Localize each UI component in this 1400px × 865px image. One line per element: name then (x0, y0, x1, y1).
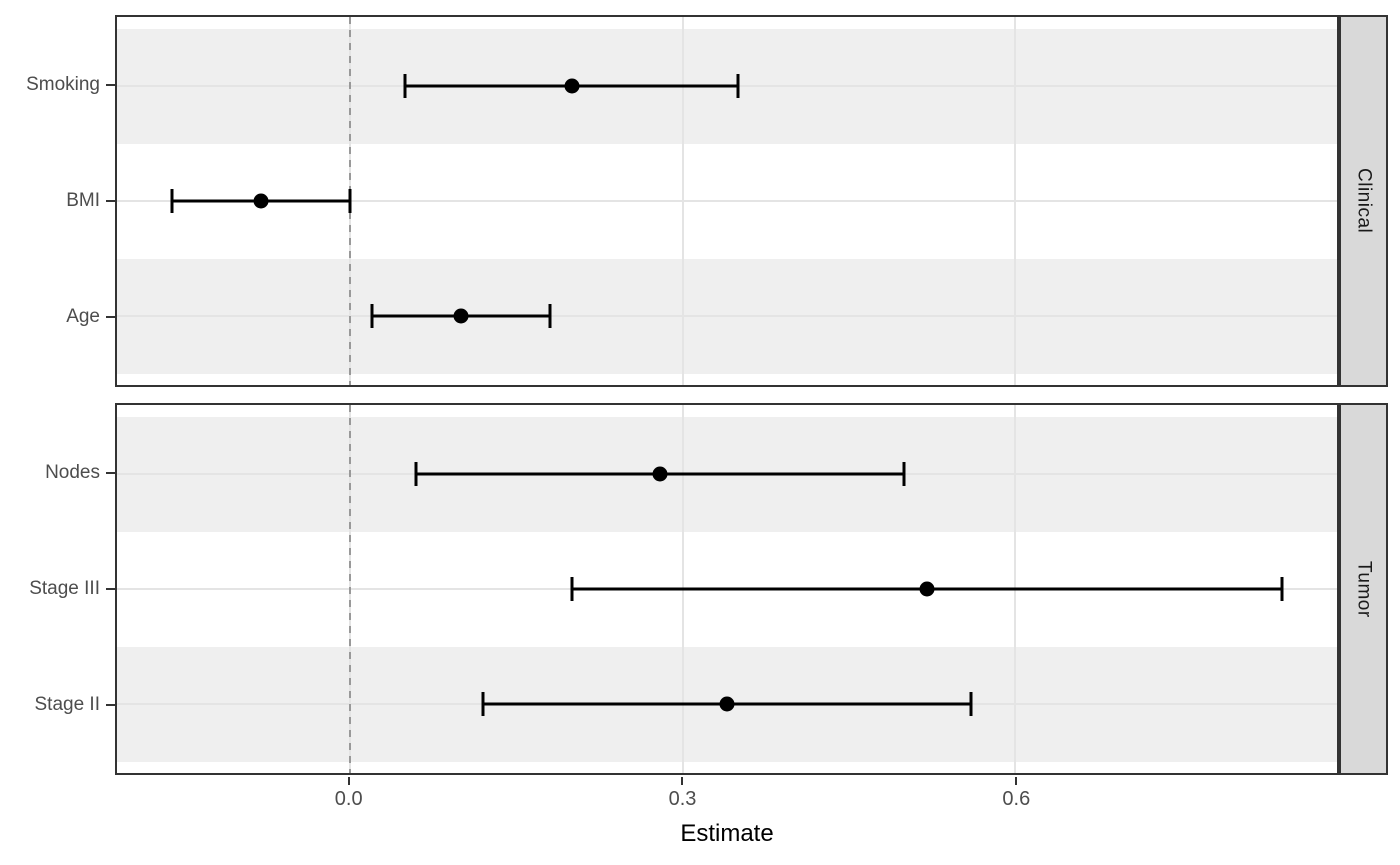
estimate-point (564, 78, 580, 94)
y-tick (106, 316, 115, 319)
ci-cap-high (348, 189, 352, 213)
x-tick (1015, 777, 1018, 785)
strip-label: Tumor (1353, 560, 1375, 618)
facet-strip-tumor: Tumor (1339, 403, 1388, 775)
y-tick (106, 588, 115, 590)
x-tick-label: 0.6 (1002, 788, 1031, 810)
row-label-smoking: Smoking (26, 73, 100, 95)
row-label-age: Age (66, 306, 100, 328)
row-label-nodes: Nodes (45, 461, 100, 483)
ci-cap-low (481, 692, 485, 716)
ci-cap-low (370, 304, 374, 328)
facet-panel-tumor (115, 403, 1339, 775)
ci-cap-high (548, 304, 552, 328)
y-tick (106, 83, 115, 86)
ci-cap-low (570, 577, 574, 601)
strip-label: Clinical (1353, 168, 1375, 234)
y-tick (106, 471, 115, 474)
x-tick (681, 777, 684, 785)
ci-cap-high (902, 462, 906, 486)
estimate-point (919, 581, 935, 597)
row-label-stage-ii: Stage II (34, 694, 101, 716)
y-tick (106, 200, 115, 202)
row-label-stage-iii: Stage III (29, 578, 100, 599)
x-tick-label: 0.3 (668, 788, 697, 810)
estimate-point (652, 466, 668, 482)
ci-cap-high (736, 74, 740, 98)
row-label-bmi: BMI (66, 190, 100, 211)
x-tick-label: 0.0 (334, 788, 363, 810)
ci-cap-low (403, 74, 407, 98)
estimate-point (453, 308, 469, 324)
x-axis-title: Estimate (680, 820, 774, 847)
y-tick (106, 704, 115, 707)
zero-reference-line (348, 405, 351, 773)
ci-cap-high (969, 692, 973, 716)
gridline-horizontal (117, 200, 1337, 202)
gridline-horizontal (117, 315, 1337, 317)
estimate-point (719, 696, 735, 712)
ci-cap-low (414, 462, 418, 486)
facet-panel-clinical (115, 15, 1339, 387)
facet-strip-clinical: Clinical (1339, 15, 1388, 387)
x-tick (347, 777, 350, 785)
estimate-point (253, 193, 269, 209)
ci-cap-high (1280, 577, 1284, 601)
ci-cap-low (170, 189, 174, 213)
